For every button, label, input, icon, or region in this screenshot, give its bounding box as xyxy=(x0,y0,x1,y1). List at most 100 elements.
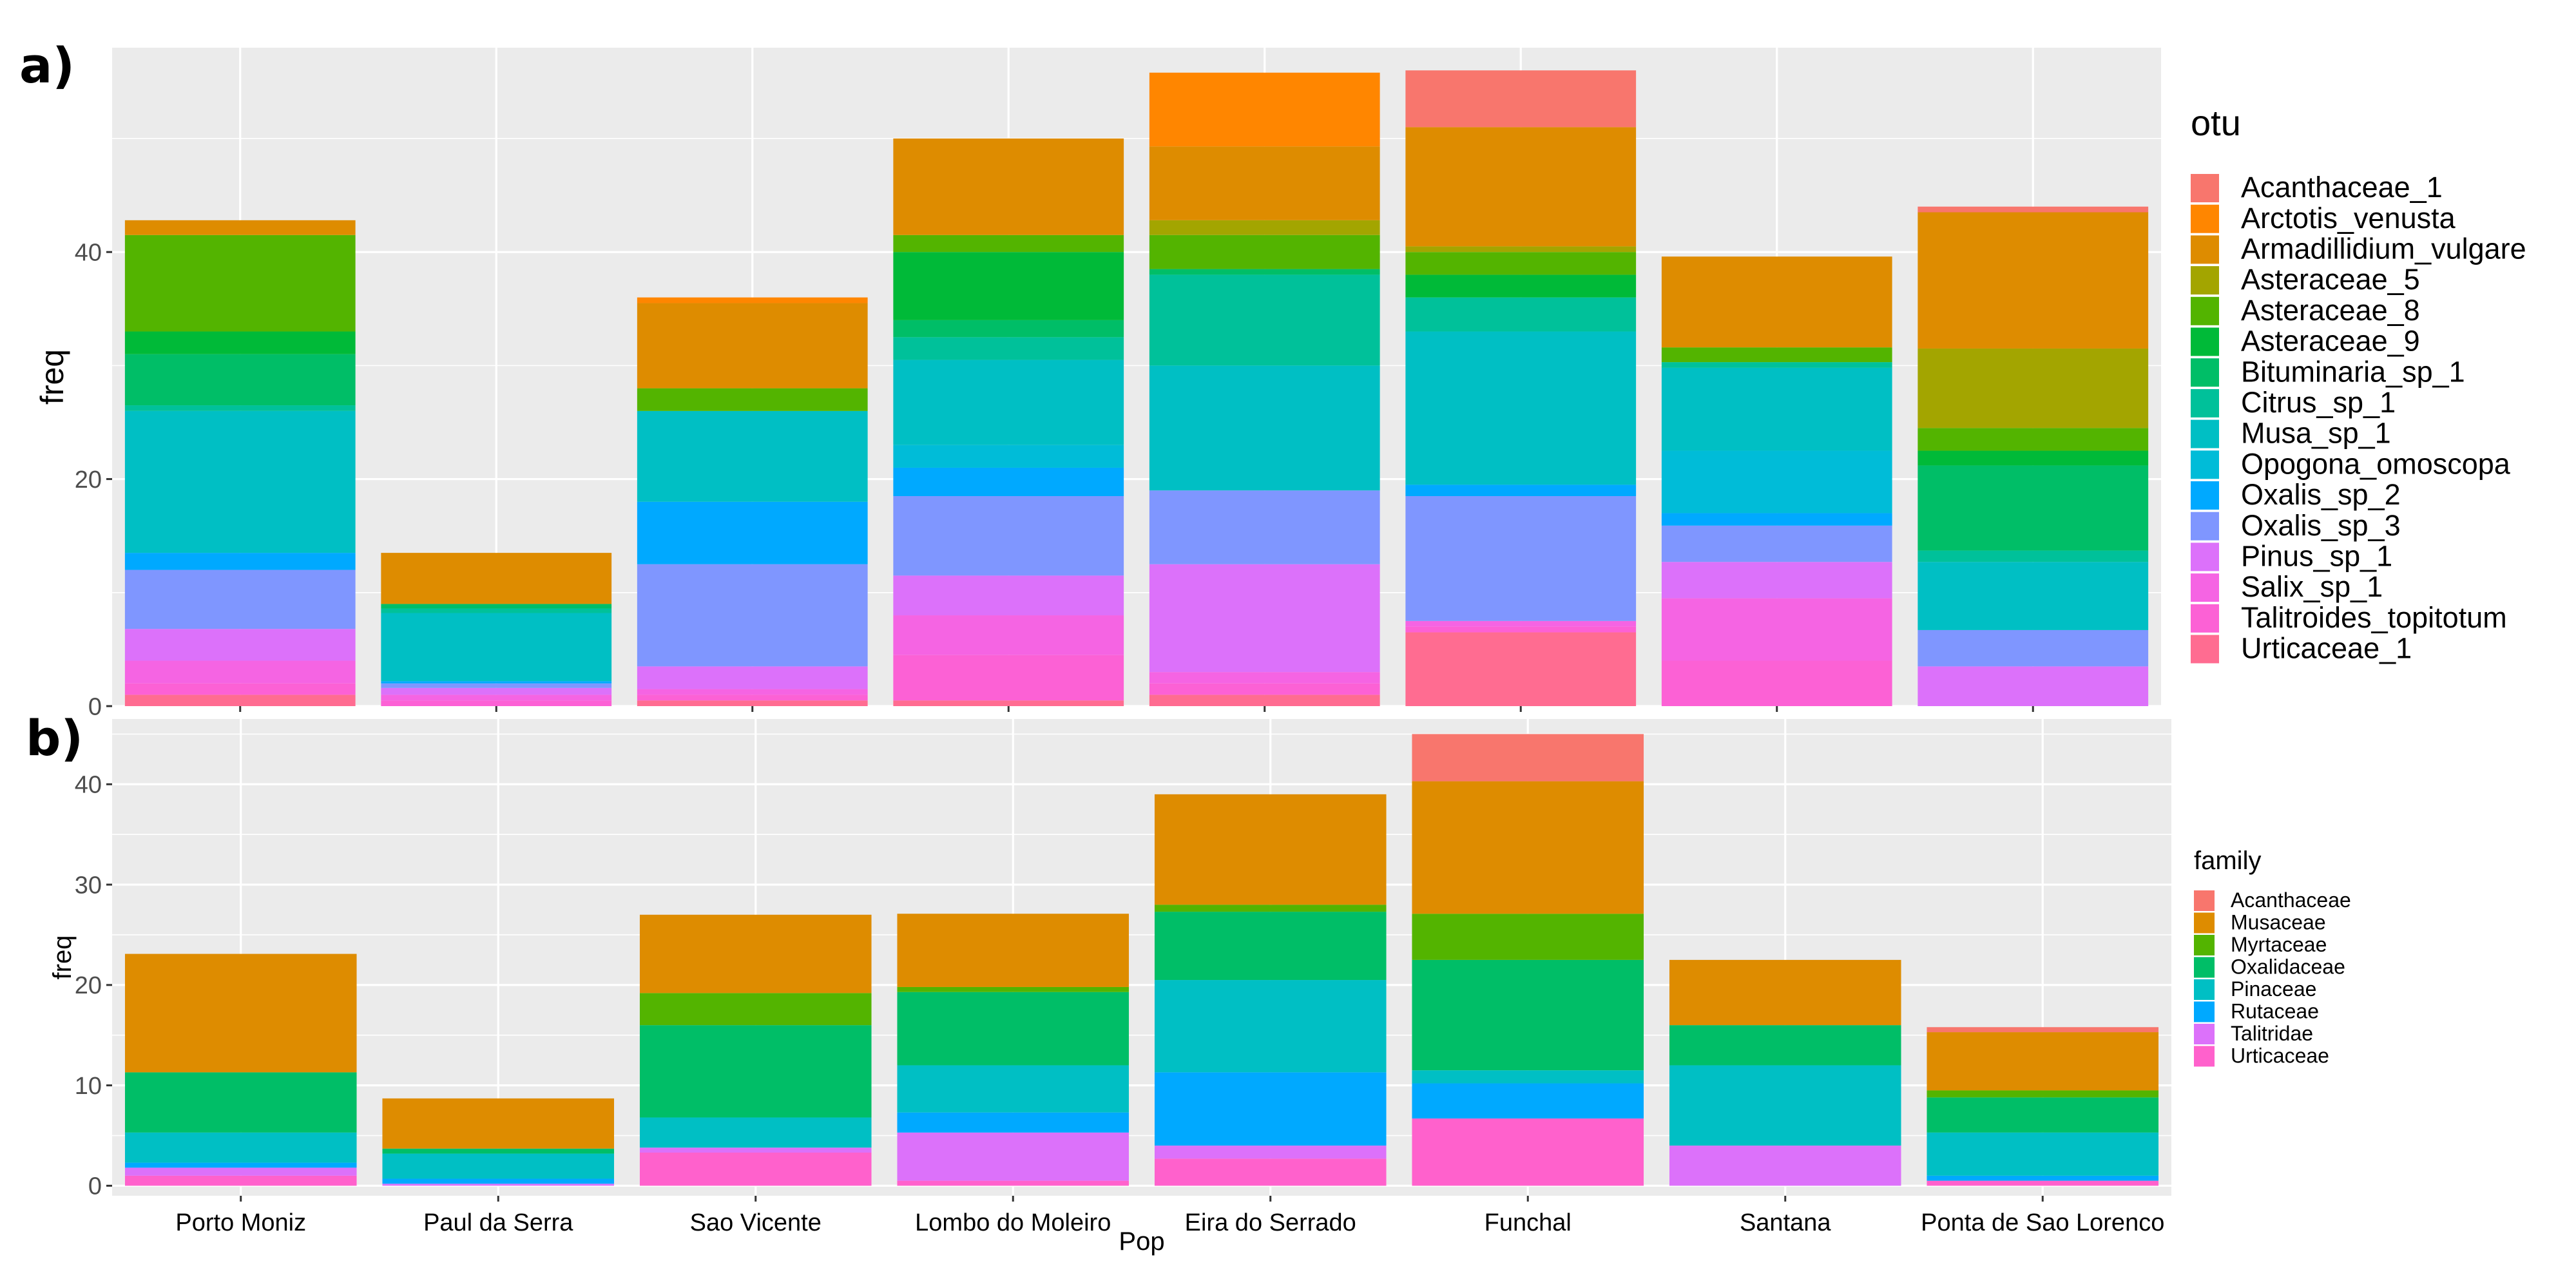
legend-label: Myrtaceae xyxy=(2231,933,2327,956)
bar-segment xyxy=(382,1098,615,1149)
bar-segment xyxy=(1149,72,1380,147)
bar-segment xyxy=(124,410,356,553)
bar-segment xyxy=(382,1148,615,1154)
y-tick-label: 10 xyxy=(75,1073,102,1100)
bar-segment xyxy=(1918,629,2149,667)
bar-segment xyxy=(1927,1180,2159,1186)
bar-segment xyxy=(1918,465,2149,551)
x-tick-label: Ponta de Sao Lorenco xyxy=(1921,1209,2164,1236)
bar-segment xyxy=(1405,626,1637,633)
legend-swatch xyxy=(2194,935,2215,955)
bar-segment xyxy=(893,252,1124,320)
legend-swatch xyxy=(2191,358,2219,387)
legend-label: Pinus_sp_1 xyxy=(2241,539,2392,572)
bar-segment xyxy=(381,604,612,609)
legend-swatch xyxy=(2191,512,2219,541)
bar-segment xyxy=(1149,146,1380,220)
legend: family AcanthaceaeMusaceaeMyrtaceaeOxalid… xyxy=(2194,847,2351,1068)
legend-label: Acanthaceae xyxy=(2231,888,2351,912)
y-axis: 0 10 20 30 40 xyxy=(75,772,112,1200)
bar-segment xyxy=(124,235,356,332)
bar-segment xyxy=(1149,235,1380,269)
bar-segment xyxy=(1412,959,1644,1071)
legend-swatch xyxy=(2191,204,2219,233)
bar-segment xyxy=(381,683,612,688)
bar-segment xyxy=(124,660,356,684)
bar-segment xyxy=(897,992,1129,1066)
bar-segment xyxy=(897,1132,1129,1181)
legend-label: Rutaceae xyxy=(2231,1000,2319,1023)
bar-segment xyxy=(1405,632,1637,706)
legend-swatch xyxy=(2191,235,2219,264)
bar-segment xyxy=(124,570,356,629)
bar-segment xyxy=(897,1065,1129,1113)
bar-segment xyxy=(1149,274,1380,366)
legend-swatch xyxy=(2191,542,2219,571)
bar-segment xyxy=(1661,450,1892,513)
y-tick-label: 20 xyxy=(75,466,102,494)
bar-segment xyxy=(381,695,612,701)
legend-label: Asteraceae_9 xyxy=(2241,325,2420,358)
panel-label: b) xyxy=(26,709,83,767)
bar-segment xyxy=(1149,220,1380,235)
legend-label: Oxalidaceae xyxy=(2231,955,2345,979)
legend-label: Urticaceae xyxy=(2231,1044,2329,1068)
bar-segment xyxy=(1405,496,1637,621)
bar-segment xyxy=(1412,734,1644,782)
bar-segment xyxy=(381,608,612,613)
legend-label: Asteraceae_5 xyxy=(2241,263,2420,296)
bar-segment xyxy=(381,681,612,684)
x-tick-label: Lombo do Moleiro xyxy=(915,1209,1111,1236)
bar-segment xyxy=(1412,1118,1644,1186)
bar-segment xyxy=(1149,672,1380,684)
bar-segment xyxy=(1669,1025,1901,1066)
legend-swatch xyxy=(2191,450,2219,479)
chart-panel-a: a) 0 20 40 freq otuAcanthaceae_1Arctotis_venu… xyxy=(19,37,2526,720)
bar-segment xyxy=(893,445,1124,468)
legend-swatch xyxy=(2191,388,2219,417)
legend-label: Oxalis_sp_2 xyxy=(2241,478,2401,511)
legend-label: Oxalis_sp_3 xyxy=(2241,509,2401,542)
bar-segment xyxy=(893,700,1124,706)
bar-segment xyxy=(382,1184,615,1186)
bar-segment xyxy=(637,700,868,706)
bar-segment xyxy=(381,553,612,604)
legend-swatch xyxy=(2191,573,2219,602)
bar-segment xyxy=(1918,428,2149,451)
bar-segment xyxy=(639,914,872,993)
x-tick-label: Eira do Serrado xyxy=(1185,1209,1356,1236)
bar-segment xyxy=(637,501,868,564)
bar-segment xyxy=(1669,1146,1901,1186)
bar-segment xyxy=(1918,450,2149,466)
legend-swatch xyxy=(2191,635,2219,664)
bar-segment xyxy=(1149,365,1380,491)
bar-segment xyxy=(124,683,356,695)
bar-segment xyxy=(637,297,868,303)
bar-segment xyxy=(1918,562,2149,630)
x-axis: Porto Moniz Paul da Serra Sao Vicente Lombo… xyxy=(175,1196,2164,1236)
bar-segment xyxy=(1149,683,1380,695)
bar-segment xyxy=(1661,598,1892,661)
legend-title: family xyxy=(2194,847,2261,875)
bar-segment xyxy=(1412,781,1644,914)
bar-segment xyxy=(897,1180,1129,1186)
bar-segment xyxy=(1918,348,2149,428)
legend-label: Talitridae xyxy=(2231,1022,2313,1045)
bar-segment xyxy=(637,303,868,388)
legend-label: Arctotis_venusta xyxy=(2241,202,2456,235)
bar-segment xyxy=(1154,1158,1387,1186)
bar-segment xyxy=(1927,1175,2159,1181)
bar-segment xyxy=(1661,256,1892,348)
legend-swatch xyxy=(2191,481,2219,510)
bar-segment xyxy=(1661,562,1892,599)
legend-swatch xyxy=(2191,296,2219,325)
bar-segment xyxy=(893,360,1124,445)
legend-label: Musaceae xyxy=(2231,911,2326,934)
bar-segment xyxy=(637,695,868,701)
x-tick-label: Paul da Serra xyxy=(423,1209,573,1236)
bar-segment xyxy=(381,613,612,682)
bar-segment xyxy=(639,1025,872,1118)
legend-label: Asteraceae_8 xyxy=(2241,294,2420,327)
panel-label: a) xyxy=(19,37,75,94)
bar-segment xyxy=(1405,70,1637,128)
